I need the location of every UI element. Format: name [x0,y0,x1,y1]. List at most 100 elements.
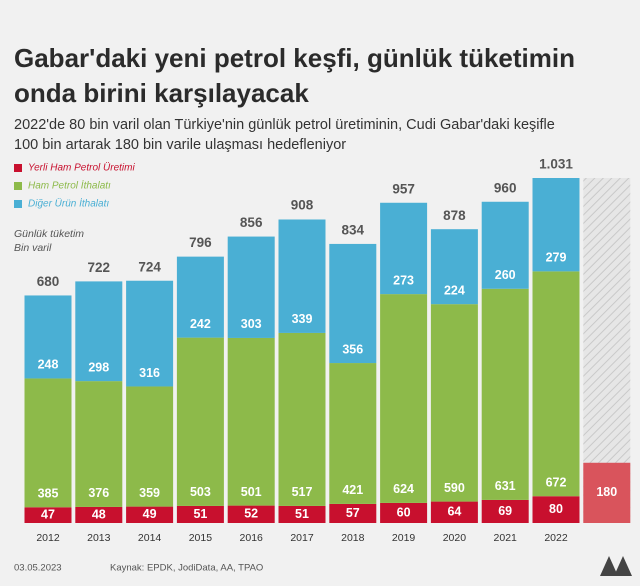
value-label: 69 [498,504,512,518]
value-label: 385 [38,487,59,501]
source: Kaynak: EPDK, JodiData, AA, TPAO [110,563,263,574]
bar-segment [75,506,123,523]
subtitle: 2022'de 80 bin varil olan Türkiye'nin gü… [14,117,555,133]
x-tick-label: 2013 [87,532,111,544]
bar-segment [176,256,224,338]
legend-label: Yerli Ham Petrol Üretimi [28,162,135,174]
x-tick-label: 2018 [341,532,365,544]
legend-label: Ham Petrol İthalatı [28,180,111,192]
value-label: 503 [190,485,211,499]
bar-segment [278,332,326,506]
bar-segment [329,243,377,364]
total-label: 724 [138,259,161,274]
bar-segment [126,386,174,507]
value-label: 47 [41,507,55,521]
value-label: 631 [495,479,516,493]
chart-title: Gabar'daki yeni petrol keşfi, günlük tük… [14,43,575,73]
value-label: 49 [143,507,157,521]
total-label: 878 [443,208,466,223]
value-label: 80 [549,502,563,516]
x-tick-label: 2012 [36,532,60,544]
bar-segment [75,281,123,382]
bar-segment [481,288,529,500]
bar-segment [24,378,72,508]
value-label: 64 [447,505,461,519]
x-tick-label: 2020 [443,532,467,544]
value-label: 248 [38,358,59,372]
value-label: 359 [139,486,160,500]
total-label: 796 [189,235,212,250]
total-label: 856 [240,215,263,230]
chart-title: onda birini karşılayacak [14,78,309,108]
value-label: 273 [393,273,414,287]
bar-segment [329,363,377,504]
total-label: 680 [37,274,60,289]
bar-segment [126,280,174,387]
x-tick-label: 2015 [189,532,213,544]
value-label: 57 [346,506,360,520]
bar-segment [481,201,529,289]
bar-segment [227,236,275,338]
value-label: 517 [292,485,313,499]
bar-segment [176,505,224,523]
value-label: 501 [241,485,262,499]
value-label: 356 [342,342,363,356]
bar-segment [278,219,326,333]
bar-segment [227,505,275,523]
value-label: 224 [444,283,465,297]
bar-segment [75,381,123,507]
total-label: 908 [291,198,314,213]
y-axis-label: Bin varil [14,242,52,254]
value-label: 376 [88,486,109,500]
y-axis-label: Günlük tüketim [14,228,84,240]
bar-segment [430,304,478,502]
total-label: 1.031 [539,157,573,172]
logo [600,556,632,576]
value-label: 624 [393,482,414,496]
value-label: 180 [596,485,617,499]
value-label: 298 [88,360,109,374]
bar-segment [24,295,72,379]
x-tick-label: 2016 [240,532,264,544]
value-label: 242 [190,317,211,331]
value-label: 421 [342,483,363,497]
bar-segment [176,337,224,506]
bar-segment [329,503,377,523]
x-tick-label: 2019 [392,532,416,544]
x-tick-label: 2022 [544,532,568,544]
value-label: 51 [295,507,309,521]
date: 03.05.2023 [14,563,62,574]
bar-segment [532,178,580,272]
bar-segment [227,337,275,506]
value-label: 590 [444,481,465,495]
value-label: 339 [292,312,313,326]
subtitle: 100 bin artarak 180 bin varile ulaşması … [14,137,346,153]
value-label: 60 [397,505,411,519]
value-label: 260 [495,268,516,282]
bar-segment [278,505,326,523]
legend-swatch [14,182,22,190]
legend-label: Diğer Ürün İthalatı [28,198,109,210]
bar-segment [126,506,174,523]
legend-swatch [14,200,22,208]
bar-segment [532,271,580,497]
bar-segment [430,229,478,305]
value-label: 48 [92,507,106,521]
bar-segment [24,507,72,523]
value-label: 52 [244,507,258,521]
bar-segment [380,502,428,523]
total-label: 834 [342,222,365,237]
value-label: 303 [241,317,262,331]
bar-segment [481,499,529,523]
value-label: 279 [546,251,567,265]
bar-segment [532,496,580,523]
total-label: 722 [88,260,111,275]
bar-segment [430,501,478,523]
total-label: 960 [494,180,517,195]
x-tick-label: 2017 [290,532,314,544]
bar-segment [380,294,428,503]
x-tick-label: 2014 [138,532,162,544]
bar-segment [380,202,428,295]
value-label: 51 [193,507,207,521]
